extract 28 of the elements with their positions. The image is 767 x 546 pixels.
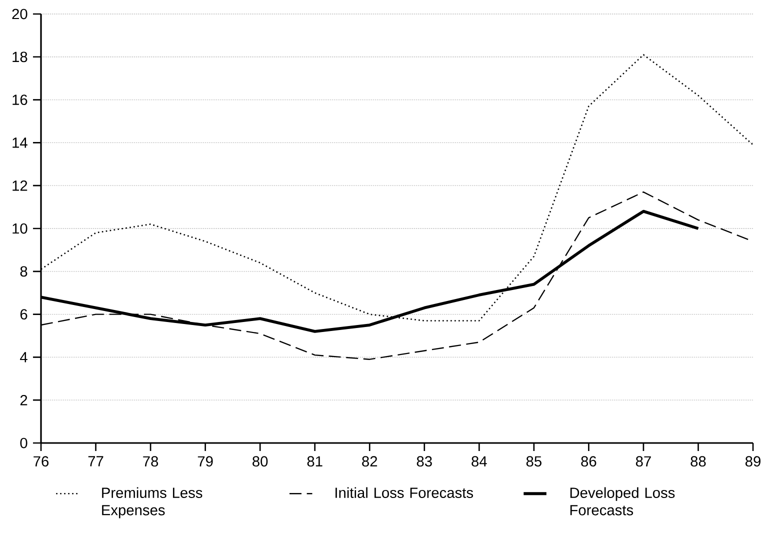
x-tick-label: 88 — [690, 456, 706, 467]
x-tick-label: 79 — [198, 456, 213, 467]
x-tick-label: 86 — [581, 456, 596, 467]
y-tick-label: 10 — [12, 223, 28, 234]
y-tick-label: 20 — [12, 8, 28, 20]
x-tick-label: 78 — [143, 456, 158, 467]
x-tick-label: 83 — [416, 456, 432, 467]
y-tick-label: 6 — [20, 309, 28, 320]
legend-label: Initial Loss Forecasts — [336, 487, 474, 498]
legend-label: Premiums Less Expenses — [102, 487, 202, 518]
y-tick-label: 14 — [12, 138, 28, 148]
x-tick-label: 82 — [362, 456, 378, 467]
y-tick-label: 16 — [12, 94, 28, 105]
y-tick-label: 0 — [20, 438, 28, 448]
x-tick-label: 84 — [472, 456, 487, 467]
x-tick-label: 85 — [526, 456, 542, 467]
x-tick-label: 76 — [34, 456, 49, 467]
y-tick-label: 2 — [20, 394, 28, 406]
y-tick-label: 18 — [12, 52, 28, 62]
y-tick-label: 4 — [20, 352, 28, 362]
x-tick-label: 80 — [252, 456, 268, 467]
y-tick-label: 8 — [20, 266, 28, 277]
x-tick-label: 87 — [636, 456, 651, 467]
x-tick-label: 89 — [745, 456, 760, 467]
y-tick-label: 12 — [12, 180, 28, 191]
x-tick-label: 81 — [307, 456, 322, 467]
legend-label: Developed Loss Forecasts — [570, 487, 675, 516]
x-tick-label: 77 — [88, 456, 104, 466]
